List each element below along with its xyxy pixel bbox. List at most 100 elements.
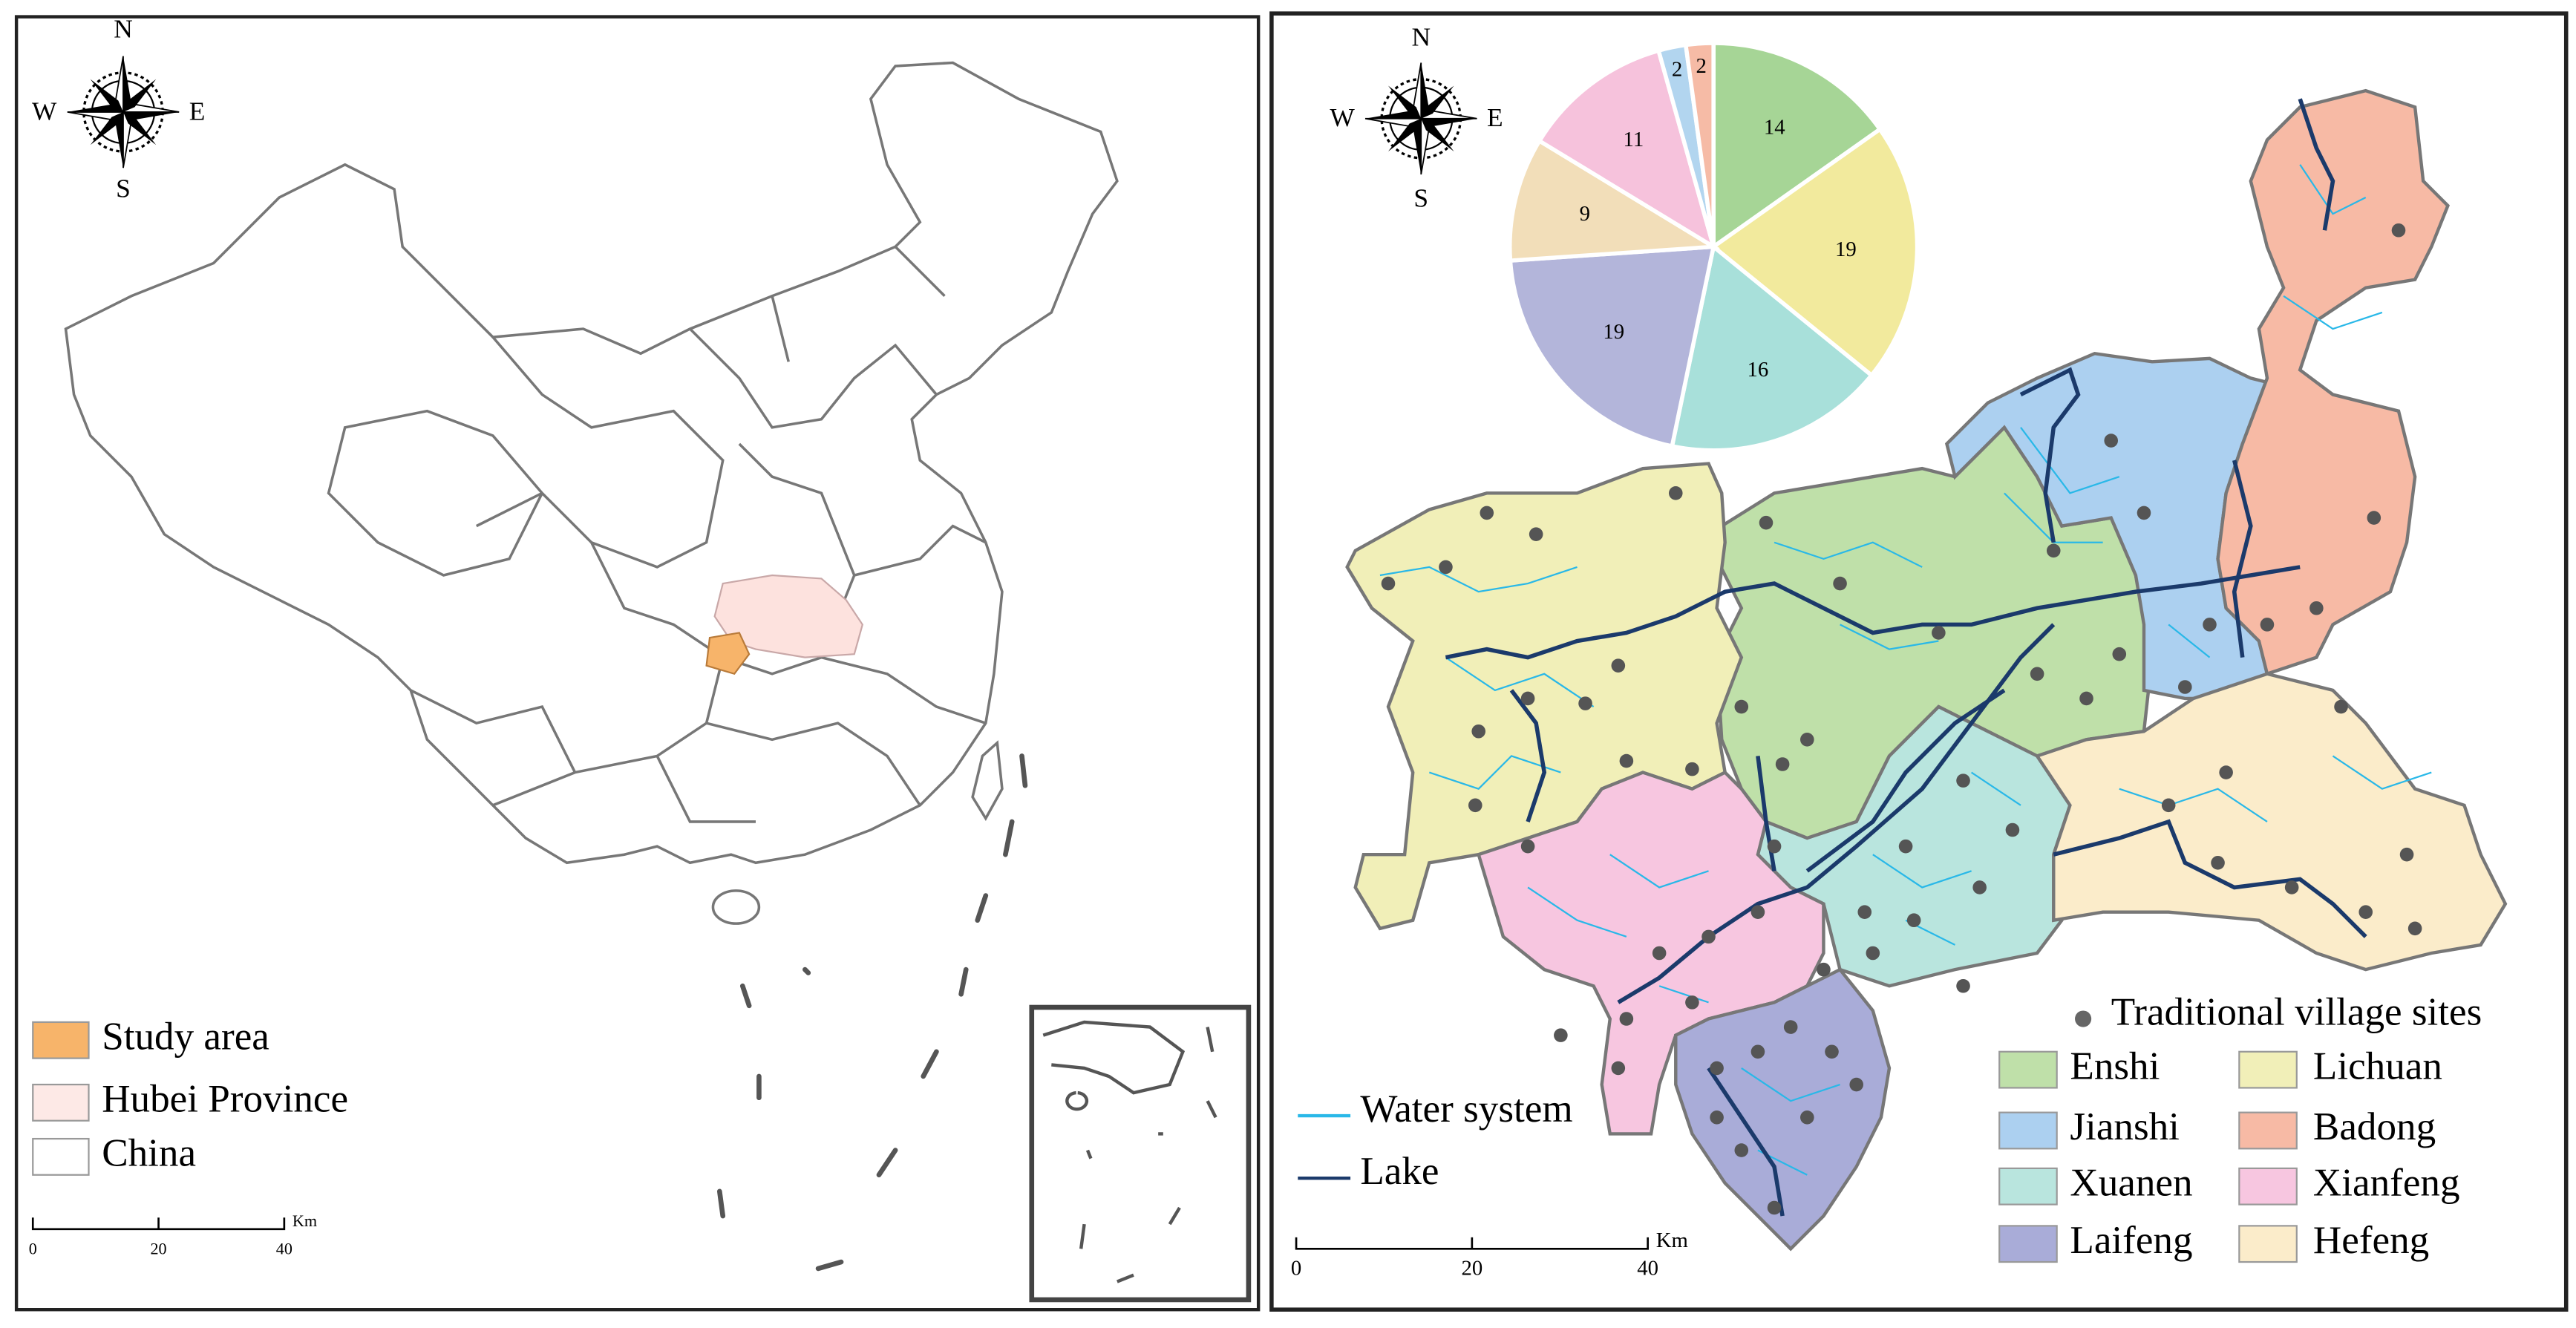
- village-site: [1668, 486, 1683, 500]
- village-site: [1701, 929, 1716, 944]
- legend-label: Hubei Province: [102, 1078, 348, 1121]
- scale-line: [31, 1217, 286, 1231]
- pie-label: 14: [1764, 116, 1785, 140]
- village-site: [1471, 724, 1486, 739]
- legend-label: Lake: [1360, 1150, 1439, 1193]
- legend-swatch: [2238, 1050, 2298, 1089]
- village-site: [2203, 618, 2217, 632]
- county: [1674, 967, 1892, 1252]
- village-site: [1800, 1110, 1814, 1125]
- inset-frame: [1029, 1004, 1252, 1303]
- county: [1476, 770, 1825, 1136]
- pie-label: 11: [1624, 128, 1644, 151]
- legend: Enshi Lichuan Jianshi Badong Xuanen Xianfeng L…: [1298, 1044, 2460, 1263]
- pie-label: 9: [1580, 202, 1590, 226]
- scale-label: 20: [1461, 1257, 1482, 1280]
- village-site: [2079, 691, 2093, 706]
- lakes: [1445, 98, 2367, 1217]
- village-site: [1833, 576, 1847, 591]
- legend: Study area Hubei Province China: [32, 1015, 348, 1176]
- village-site: [1767, 1200, 1782, 1215]
- compass-south: S: [116, 173, 131, 203]
- village-site: [1381, 576, 1396, 591]
- village-site: [2358, 905, 2373, 919]
- village-site: [1611, 658, 1626, 673]
- legend-label: Xianfeng: [2313, 1161, 2460, 1204]
- scale-line: [1295, 1237, 1649, 1250]
- scale-label: 0: [29, 1240, 37, 1258]
- village-site: [2137, 506, 2151, 520]
- village-site: [2219, 765, 2233, 779]
- inset-map: [1042, 1020, 1217, 1283]
- scale-unit: Km: [292, 1211, 317, 1230]
- village-site: [1825, 1044, 1839, 1059]
- village-site: [1750, 1044, 1765, 1059]
- village-site: [1759, 515, 1774, 530]
- pie-slice: [1508, 244, 1716, 449]
- legend-label: Badong: [2313, 1105, 2436, 1148]
- compass-south: S: [1413, 183, 1428, 213]
- village-site: [1652, 946, 1667, 961]
- compass-west: W: [32, 96, 57, 125]
- legend-label: China: [102, 1132, 196, 1175]
- legend-swatch: [32, 1083, 90, 1122]
- legend-swatch: [2238, 1167, 2298, 1206]
- village-site: [2334, 699, 2348, 714]
- county: [2216, 88, 2450, 676]
- village-site: [1554, 1028, 1568, 1042]
- village-site: [2104, 434, 2119, 448]
- pie-slice: [1670, 243, 1874, 453]
- legend-label: Xuanen: [2070, 1161, 2192, 1204]
- village-site: [1817, 962, 1831, 977]
- scale-label: 40: [1637, 1257, 1658, 1280]
- village-site: [2284, 880, 2299, 894]
- village-site: [2211, 855, 2225, 870]
- pie-label: 2: [1696, 54, 1707, 78]
- village-site: [2030, 667, 2044, 681]
- village-site: [1750, 905, 1765, 919]
- hubei-province: [713, 574, 864, 658]
- village-site: [1710, 1110, 1724, 1125]
- village-site: [2178, 680, 2192, 694]
- compass-east: E: [189, 96, 206, 125]
- pie-label: 16: [1748, 358, 1769, 382]
- pie-slice: [1711, 41, 1883, 251]
- legend-swatch: [2238, 1111, 2298, 1150]
- pie-slice: [1508, 138, 1721, 264]
- left-frame: [14, 15, 1261, 1312]
- legend-swatch: [32, 1137, 90, 1176]
- compass-west: W: [1330, 102, 1355, 132]
- village-site: [2367, 511, 2382, 525]
- village-site: [1710, 1061, 1724, 1076]
- pie-chart: 14 19 16 19 9 11 2 2: [1508, 41, 1920, 453]
- village-site: [2391, 223, 2406, 238]
- village-site: [1578, 696, 1592, 710]
- compass-north: N: [1411, 22, 1431, 52]
- village-site: [2407, 921, 2422, 936]
- right-frame: [1269, 11, 2569, 1312]
- village-site: [1685, 995, 1699, 1010]
- village-site: [1520, 691, 1535, 706]
- village-site: [1619, 753, 1634, 768]
- legend-label: Laifeng: [2070, 1219, 2192, 1262]
- china-map: [64, 61, 1119, 925]
- scale-label: 20: [150, 1240, 166, 1258]
- village-site: [1956, 773, 1970, 788]
- scale-bar: 0 20 40 Km: [1291, 1229, 1688, 1280]
- legend-swatch: [1998, 1167, 2058, 1206]
- village-site: [1734, 699, 1749, 714]
- legend-swatch: [1998, 1050, 2058, 1089]
- village-site: [1767, 839, 1782, 854]
- village-site: [1520, 839, 1535, 854]
- south-sea-islands: [716, 753, 1028, 1272]
- pie-label: 19: [1835, 238, 1857, 261]
- legend-label: Water system: [1360, 1087, 1572, 1131]
- village-site: [1800, 733, 1814, 747]
- study-area: [705, 632, 751, 676]
- legend-swatch: [1998, 1225, 2058, 1263]
- pie-slice: [1710, 126, 1920, 379]
- village-site: [2161, 798, 2176, 813]
- county: [2034, 672, 2508, 972]
- pie-slice: [1536, 48, 1717, 252]
